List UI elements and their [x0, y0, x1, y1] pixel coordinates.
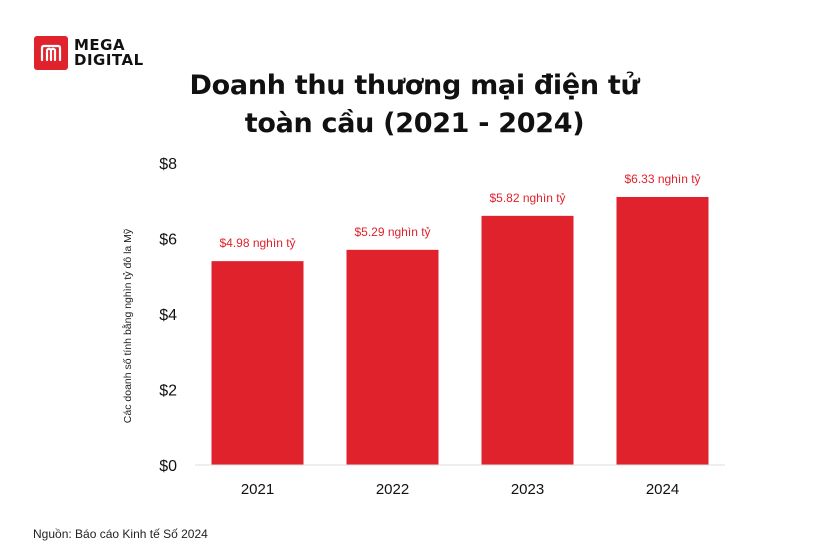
y-tick-label: $2 [159, 383, 177, 400]
bar-2023 [481, 215, 574, 465]
bar-data-label: $4.98 nghìn tỷ [219, 236, 295, 250]
y-axis-label: Các doanh số tính bằng nghìn tỷ đô la Mỹ [121, 228, 134, 423]
bar-2024 [616, 196, 709, 465]
brand-logo: MEGA DIGITAL [34, 36, 144, 70]
chart-title: Doanh thu thương mại điện tử toàn cầu (2… [0, 67, 829, 143]
x-tick-label: 2024 [646, 481, 679, 498]
logo-m-icon [34, 36, 68, 70]
y-tick-label: $4 [159, 307, 177, 324]
chart-title-line1: Doanh thu thương mại điện tử [189, 70, 640, 101]
x-tick-label: 2021 [241, 481, 274, 498]
bar-data-label: $5.82 nghìn tỷ [489, 191, 565, 205]
bar-data-label: $6.33 nghìn tỷ [624, 172, 700, 186]
y-tick-label: $0 [159, 458, 177, 475]
y-tick-label: $8 [159, 156, 177, 173]
bar-2022 [346, 249, 439, 465]
chart-title-line2: toàn cầu (2021 - 2024) [244, 108, 585, 139]
x-tick-label: 2023 [511, 481, 544, 498]
y-tick-label: $6 [159, 232, 177, 249]
x-tick-label: 2022 [376, 481, 409, 498]
brand-name: MEGA DIGITAL [74, 38, 144, 68]
bar-2021 [211, 261, 304, 465]
brand-name-line1: MEGA [74, 36, 126, 54]
source-note: Nguồn: Báo cáo Kinh tế Số 2024 [33, 527, 208, 541]
brand-name-line2: DIGITAL [74, 51, 144, 69]
bar-data-label: $5.29 nghìn tỷ [354, 225, 430, 239]
